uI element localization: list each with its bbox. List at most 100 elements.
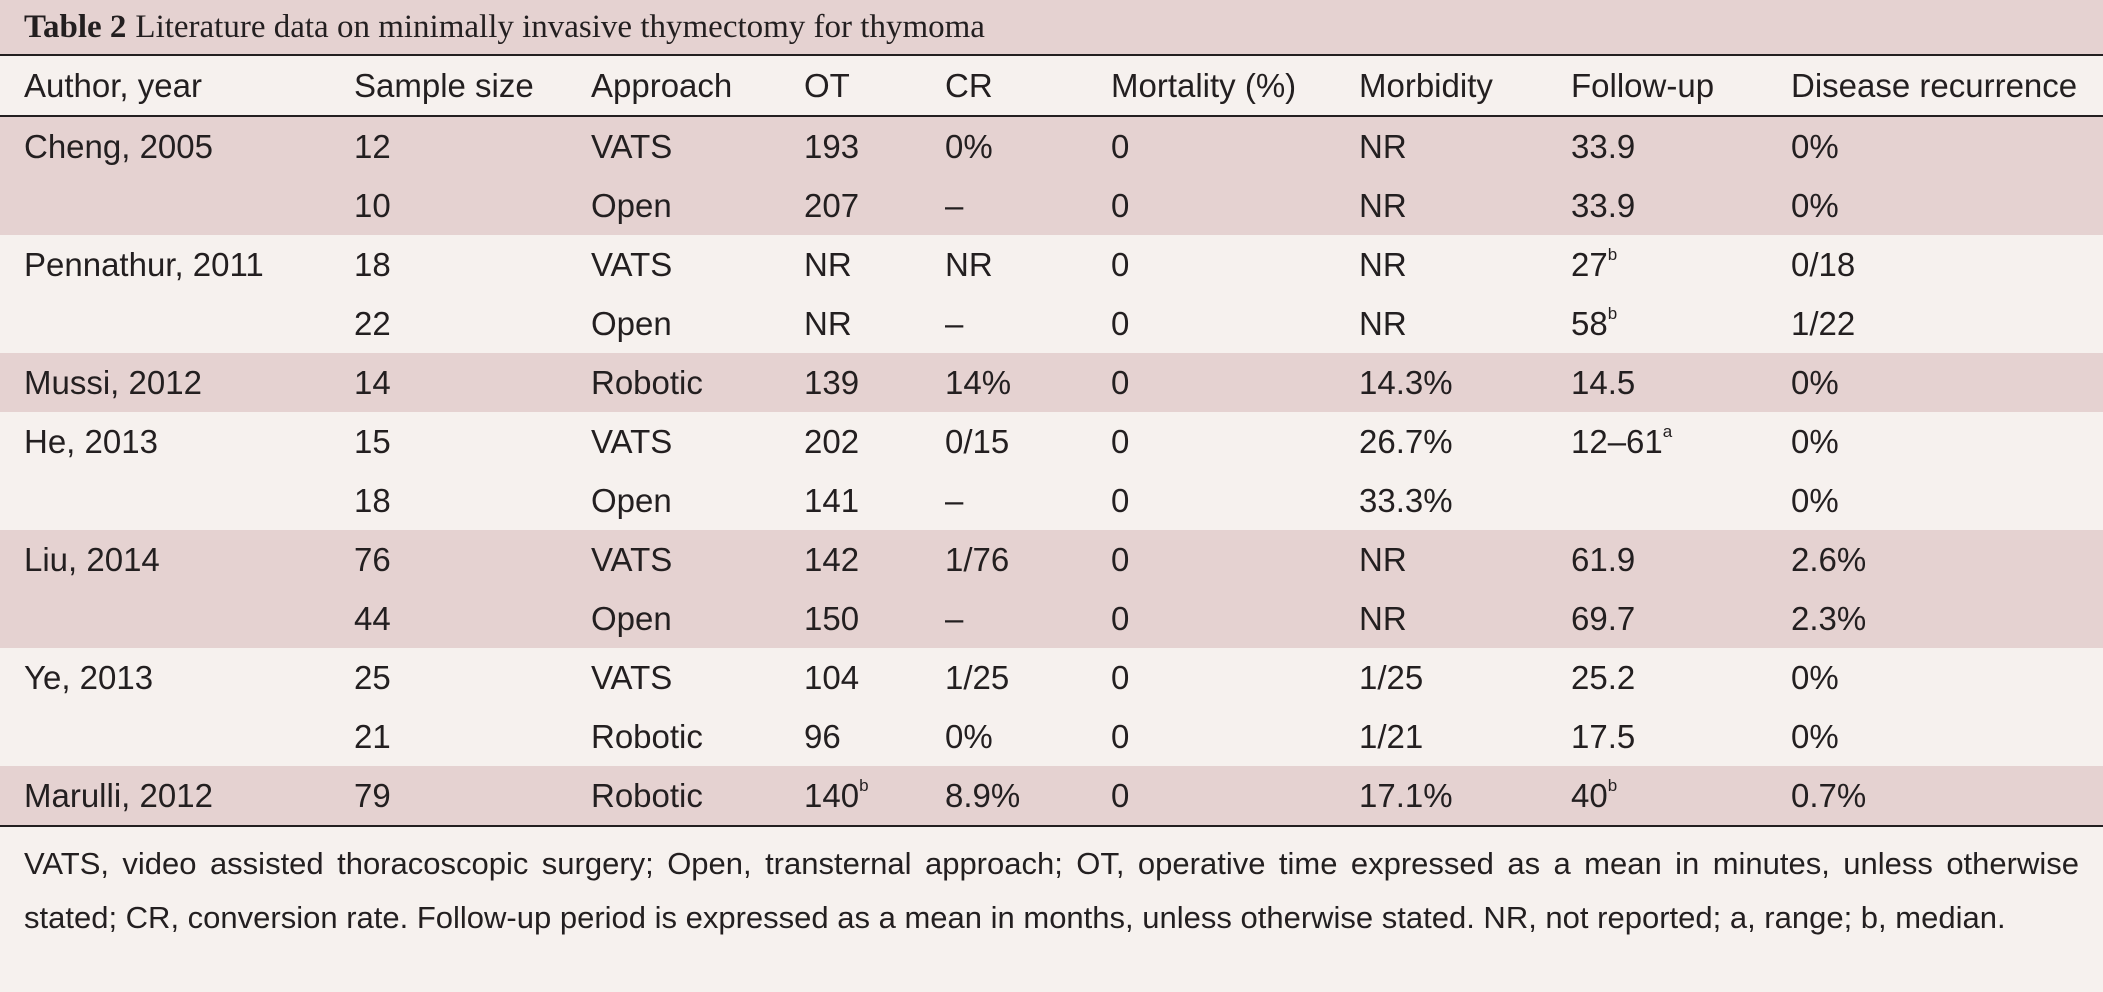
header-cr: CR xyxy=(921,56,1087,117)
cell-disease-recurrence: 0% xyxy=(1767,353,2103,412)
cell-sample-size: 14 xyxy=(330,353,567,412)
cell-follow-up: 12–61a xyxy=(1547,412,1767,471)
cell-mortality: 0 xyxy=(1087,116,1335,176)
cell-value: 142 xyxy=(804,540,860,578)
cell-value: – xyxy=(945,481,964,519)
cell-approach: Open xyxy=(567,176,780,235)
cell-value: Robotic xyxy=(591,717,703,755)
table-row: 21 Robotic 96 0% 0 1/21 17.5 0% xyxy=(0,707,2103,766)
cell-value: 0 xyxy=(1111,363,1130,401)
cell-mortality: 0 xyxy=(1087,589,1335,648)
cell-cr: – xyxy=(921,176,1087,235)
cell-value: 1/22 xyxy=(1791,304,1856,342)
cell-mortality: 0 xyxy=(1087,766,1335,827)
cell-follow-up: 69.7 xyxy=(1547,589,1767,648)
cell-value: 15 xyxy=(354,422,391,460)
cell-value: Robotic xyxy=(591,776,703,814)
cell-value: 0 xyxy=(1111,658,1130,696)
cell-mortality: 0 xyxy=(1087,707,1335,766)
cell-mortality: 0 xyxy=(1087,530,1335,589)
cell-ot: 141 xyxy=(780,471,921,530)
cell-sample-size: 44 xyxy=(330,589,567,648)
header-ot: OT xyxy=(780,56,921,117)
cell-value: 2.3% xyxy=(1791,599,1867,637)
literature-table: Author, year Sample size Approach OT CR … xyxy=(0,56,2103,827)
cell-value: NR xyxy=(1359,599,1407,637)
cell-cr: 8.9% xyxy=(921,766,1087,827)
cell-cr: – xyxy=(921,294,1087,353)
cell-value: 8.9% xyxy=(945,776,1021,814)
cell-cr: 0% xyxy=(921,707,1087,766)
cell-value: 33.9 xyxy=(1571,186,1636,224)
cell-morbidity: 1/25 xyxy=(1335,648,1547,707)
cell-morbidity: NR xyxy=(1335,294,1547,353)
cell-disease-recurrence: 0% xyxy=(1767,412,2103,471)
cell-morbidity: NR xyxy=(1335,116,1547,176)
cell-ot: NR xyxy=(780,235,921,294)
cell-value: 40 xyxy=(1571,776,1608,814)
cell-value: NR xyxy=(1359,304,1407,342)
table-row: Marulli, 2012 79 Robotic 140b 8.9% 0 17.1% 40b 0… xyxy=(0,766,2103,827)
cell-follow-up: 17.5 xyxy=(1547,707,1767,766)
table-body: Cheng, 2005 12 VATS 193 0% 0 NR 33.9 0% 10 Open 207… xyxy=(0,116,2103,827)
superscript-note: b xyxy=(1607,775,1618,795)
cell-value: 27 xyxy=(1571,245,1608,283)
header-mortality: Mortality (%) xyxy=(1087,56,1335,117)
cell-follow-up: 33.9 xyxy=(1547,176,1767,235)
table-label: Table 2 xyxy=(24,8,127,45)
cell-value: 14 xyxy=(354,363,391,401)
cell-value: NR xyxy=(1359,540,1407,578)
cell-value: 0% xyxy=(1791,658,1839,696)
cell-author-year: Marulli, 2012 xyxy=(0,766,330,827)
superscript-note: b xyxy=(1607,303,1618,323)
cell-follow-up: 58b xyxy=(1547,294,1767,353)
cell-mortality: 0 xyxy=(1087,412,1335,471)
cell-cr: 0% xyxy=(921,116,1087,176)
cell-value: 141 xyxy=(804,481,860,519)
cell-value: 12–61 xyxy=(1571,422,1663,460)
cell-sample-size: 25 xyxy=(330,648,567,707)
cell-value: Ye, 2013 xyxy=(24,658,154,696)
cell-value: Pennathur, 2011 xyxy=(24,245,264,283)
header-sample-size: Sample size xyxy=(330,56,567,117)
cell-ot: NR xyxy=(780,294,921,353)
cell-value: – xyxy=(945,304,964,342)
cell-value: VATS xyxy=(591,422,673,460)
table-row: He, 2013 15 VATS 202 0/15 0 26.7% 12–61a 0% xyxy=(0,412,2103,471)
cell-mortality: 0 xyxy=(1087,471,1335,530)
cell-value: He, 2013 xyxy=(24,422,158,460)
cell-value: Marulli, 2012 xyxy=(24,776,213,814)
cell-value: 140 xyxy=(804,776,860,814)
header-disease-recurrence: Disease recurrence xyxy=(1767,56,2103,117)
cell-value: 0% xyxy=(1791,717,1839,755)
superscript-note: b xyxy=(1607,244,1618,264)
cell-value: 14.5 xyxy=(1571,363,1636,401)
cell-morbidity: 1/21 xyxy=(1335,707,1547,766)
cell-cr: 1/25 xyxy=(921,648,1087,707)
cell-approach: Robotic xyxy=(567,766,780,827)
cell-approach: Open xyxy=(567,471,780,530)
table-title: Table 2 Literature data on minimally inv… xyxy=(0,0,2103,56)
table-row: 22 Open NR – 0 NR 58b 1/22 xyxy=(0,294,2103,353)
table-caption: Literature data on minimally invasive th… xyxy=(135,8,985,45)
cell-author-year xyxy=(0,707,330,766)
cell-cr: 14% xyxy=(921,353,1087,412)
cell-value: 1/25 xyxy=(1359,658,1424,696)
cell-value: 0% xyxy=(945,717,993,755)
cell-value: Liu, 2014 xyxy=(24,540,160,578)
cell-approach: Open xyxy=(567,294,780,353)
cell-cr: – xyxy=(921,471,1087,530)
cell-morbidity: 33.3% xyxy=(1335,471,1547,530)
cell-value: 0% xyxy=(1791,481,1839,519)
cell-value: 202 xyxy=(804,422,860,460)
table-row: Cheng, 2005 12 VATS 193 0% 0 NR 33.9 0% xyxy=(0,116,2103,176)
cell-ot: 139 xyxy=(780,353,921,412)
cell-value: 12 xyxy=(354,127,391,165)
cell-author-year xyxy=(0,471,330,530)
cell-value: NR xyxy=(1359,245,1407,283)
table-footnote: VATS, video assisted thoracoscopic surge… xyxy=(24,846,2079,935)
cell-value: 139 xyxy=(804,363,860,401)
cell-value: Robotic xyxy=(591,363,703,401)
cell-value: 150 xyxy=(804,599,860,637)
cell-author-year: Liu, 2014 xyxy=(0,530,330,589)
